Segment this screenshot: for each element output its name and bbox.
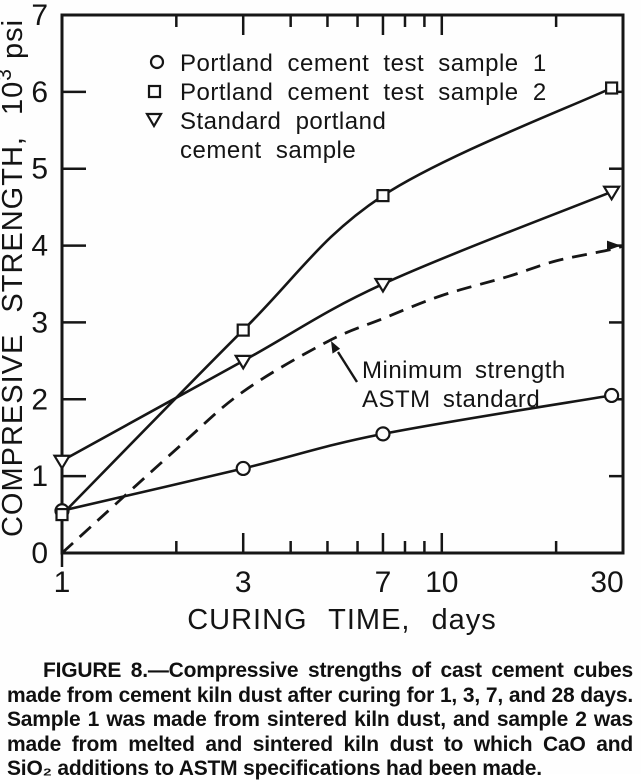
legend-item-standard-line1: Standard portland: [180, 108, 386, 135]
annotation-line1: Minimum strength: [362, 357, 566, 384]
square-marker: [376, 189, 390, 203]
triangle-down-marker: [52, 454, 72, 471]
series-lines: [61, 86, 624, 555]
dashed-line-arrowhead-icon: [607, 240, 621, 251]
annotation-arrowhead-icon: [331, 341, 341, 354]
y-axis-title: COMPRESIVE STRENGTH, 103psi: [0, 19, 29, 537]
y-tick-label: 3: [31, 306, 48, 339]
legend: Portland cement test sample 1 Portland c…: [145, 50, 547, 164]
y-tick-label: 2: [31, 383, 48, 416]
circle-marker: [375, 426, 391, 442]
figure-caption: FIGURE 8.—Compressive strengths of cast …: [7, 659, 633, 781]
legend-circle-icon: [149, 54, 165, 70]
series-line: [61, 244, 624, 555]
y-tick-label: 0: [31, 537, 48, 570]
x-tick-label: 1: [54, 566, 71, 599]
y-tick-label: 5: [31, 153, 48, 186]
x-axis-title: CURING TIME, days: [187, 604, 497, 636]
triangle-down-marker: [602, 185, 622, 202]
legend-item-sample1: Portland cement test sample 1: [180, 50, 547, 77]
series-markers: [52, 81, 622, 522]
series-line: [61, 394, 612, 512]
series-line: [61, 86, 613, 516]
x-tick-label: 7: [375, 566, 392, 599]
caption-block: FIGURE 8.—Compressive strengths of cast …: [0, 653, 641, 782]
annotation-arrow-line: [336, 351, 359, 383]
y-tick-label: 6: [31, 76, 48, 109]
y-tick-label: 4: [31, 230, 48, 263]
square-marker: [236, 323, 250, 337]
legend-triangle-down-icon: [145, 112, 163, 129]
plot-border: [60, 13, 625, 555]
x-tick-label: 10: [425, 566, 458, 599]
astm-annotation: Minimum strength ASTM standard: [331, 341, 566, 413]
legend-square-icon: [147, 84, 162, 99]
circle-marker: [235, 460, 251, 477]
circle-marker: [604, 387, 620, 404]
legend-item-sample2: Portland cement test sample 2: [180, 79, 547, 106]
y-tick-label: 7: [31, 0, 48, 32]
legend-item-standard-line2: cement sample: [180, 137, 356, 164]
triangle-down-marker: [373, 277, 393, 294]
plot-frame: [60, 13, 625, 555]
x-tick-label: 3: [235, 566, 252, 599]
annotation-line2: ASTM standard: [362, 386, 540, 413]
series-line: [61, 190, 613, 462]
square-marker: [605, 81, 619, 95]
triangle-down-marker: [233, 354, 253, 371]
y-tick-label: 1: [31, 460, 48, 493]
square-marker: [55, 507, 69, 522]
x-tick-label: 30: [590, 566, 623, 599]
